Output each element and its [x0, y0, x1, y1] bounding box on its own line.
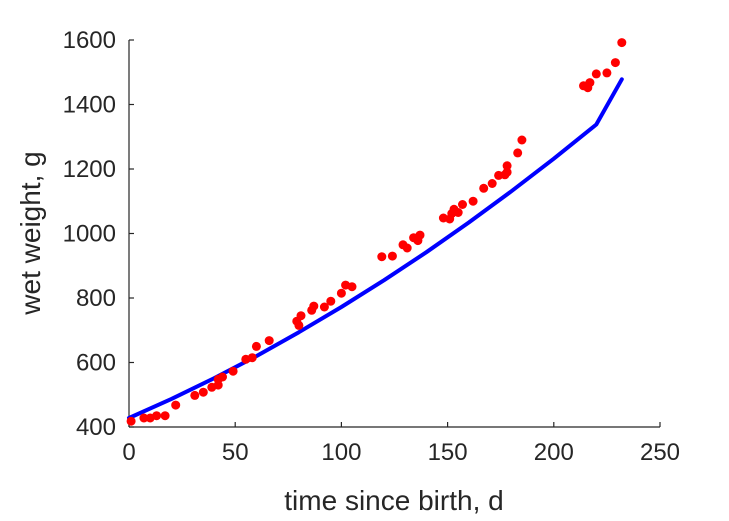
data-point: [591, 69, 601, 79]
data-point: [126, 416, 136, 426]
x-tick-label: 150: [428, 439, 468, 466]
data-point: [160, 411, 170, 421]
x-axis-label: time since birth, d: [284, 485, 503, 516]
y-axis-label: wet weight, g: [15, 151, 46, 315]
fit-line: [127, 77, 624, 420]
data-point: [336, 288, 346, 298]
x-tick-label: 50: [222, 439, 249, 466]
data-point: [479, 183, 489, 193]
x-tick-label: 250: [640, 439, 680, 466]
data-point: [296, 311, 306, 321]
x-tick-label: 100: [321, 439, 361, 466]
data-point: [468, 196, 478, 206]
data-point: [171, 400, 181, 410]
data-point: [294, 320, 304, 330]
data-point: [247, 353, 257, 363]
data-point: [415, 230, 425, 240]
y-ticks: 400 600 800 1000 1200 1400 1600: [63, 27, 134, 441]
data-point: [487, 179, 497, 188]
data-point: [228, 366, 238, 376]
data-point: [251, 341, 261, 351]
y-tick-label: 1000: [63, 221, 116, 248]
series-layer: [126, 38, 627, 426]
data-point: [190, 390, 200, 400]
data-point: [610, 58, 620, 68]
data-point: [585, 78, 595, 88]
data-point: [502, 161, 512, 171]
data-point: [458, 200, 467, 209]
data-point: [387, 251, 397, 261]
data-point: [453, 208, 463, 217]
y-tick-label: 400: [76, 414, 116, 441]
x-ticks: 0 50 100 150 200 250: [122, 422, 680, 466]
data-point: [319, 302, 329, 312]
data-point: [377, 252, 387, 262]
data-point: [309, 301, 319, 311]
data-point: [402, 243, 412, 253]
data-point: [326, 296, 336, 306]
data-point: [513, 148, 523, 158]
data-point: [602, 68, 612, 78]
data-point: [517, 135, 527, 145]
data-point: [139, 413, 149, 423]
y-tick-label: 1600: [63, 27, 116, 54]
data-point: [198, 387, 208, 397]
y-tick-label: 1400: [63, 92, 116, 119]
y-tick-label: 600: [76, 350, 116, 377]
x-tick-label: 0: [122, 439, 135, 466]
y-tick-label: 800: [76, 285, 116, 312]
data-point: [264, 336, 274, 346]
data-point: [347, 282, 357, 292]
plot-area: 0 50 100 150 200 250 400 600 800 1000 1200 1400 160…: [63, 27, 680, 466]
y-tick-label: 1200: [63, 156, 116, 183]
data-point: [617, 38, 627, 48]
x-tick-label: 200: [534, 439, 574, 466]
data-point: [218, 372, 227, 382]
data-point: [502, 167, 512, 177]
data-point: [152, 411, 162, 421]
